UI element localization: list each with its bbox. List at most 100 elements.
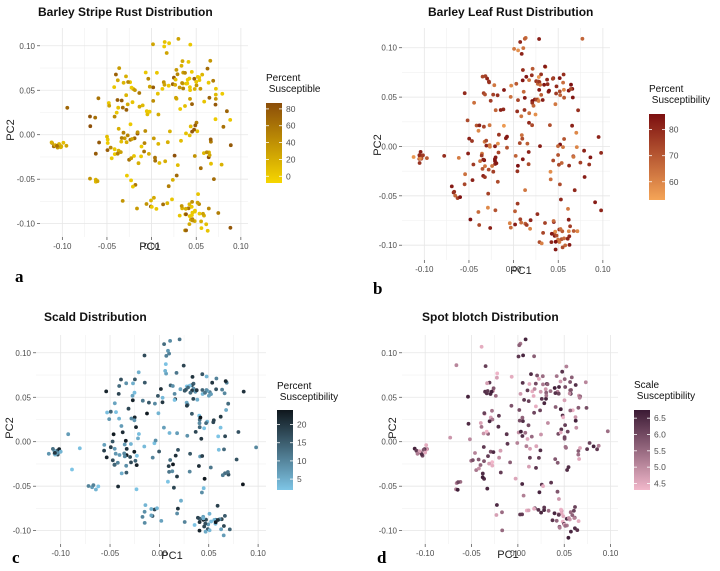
scatter-point bbox=[548, 389, 553, 393]
scatter-point bbox=[557, 385, 561, 389]
scatter-point bbox=[478, 421, 483, 425]
scatter-point bbox=[133, 377, 137, 382]
scatter-point bbox=[550, 76, 555, 81]
scatter-point bbox=[181, 363, 186, 368]
scatter-point bbox=[190, 218, 195, 223]
legend-tick-label: 10 bbox=[297, 456, 307, 466]
scatter-point bbox=[476, 457, 481, 462]
scatter-point bbox=[222, 391, 227, 396]
scatter-point bbox=[170, 469, 175, 474]
scatter-point bbox=[565, 468, 569, 472]
scatter-point bbox=[558, 182, 562, 187]
scatter-point bbox=[132, 154, 136, 158]
scatter-point bbox=[118, 150, 123, 155]
scatter-point bbox=[546, 421, 550, 425]
scatter-point bbox=[454, 363, 459, 368]
scatter-point bbox=[129, 85, 134, 90]
scatter-point bbox=[112, 446, 117, 451]
scatter-point bbox=[531, 394, 536, 398]
y-axis-title: PC2 bbox=[372, 134, 384, 155]
scatter-point bbox=[119, 471, 124, 476]
scatter-point bbox=[117, 453, 122, 457]
scatter-point bbox=[96, 96, 101, 101]
scatter-point bbox=[201, 211, 205, 216]
scatter-point bbox=[176, 448, 180, 452]
scatter-point bbox=[204, 388, 209, 392]
scatter-point bbox=[222, 524, 226, 528]
scatter-point bbox=[521, 89, 526, 94]
scatter-point bbox=[551, 158, 556, 163]
scatter-point bbox=[162, 40, 167, 44]
scatter-point bbox=[123, 438, 128, 443]
scatter-point bbox=[187, 222, 192, 227]
scatter-point bbox=[582, 175, 587, 179]
scatter-point bbox=[168, 129, 172, 134]
scatter-point bbox=[213, 92, 218, 97]
plot-area bbox=[402, 28, 610, 260]
scatter-point bbox=[523, 430, 528, 435]
scatter-point bbox=[482, 459, 486, 463]
scatter-point bbox=[65, 105, 70, 110]
scatter-point bbox=[200, 454, 205, 458]
scatter-point bbox=[559, 507, 563, 512]
scatter-point bbox=[51, 447, 55, 451]
scatter-point bbox=[534, 466, 538, 470]
scatter-point bbox=[142, 353, 147, 358]
scatter-point bbox=[107, 417, 112, 421]
scatter-point bbox=[115, 78, 120, 83]
scatter-point bbox=[115, 151, 120, 156]
scatter-point bbox=[192, 154, 197, 158]
scatter-point bbox=[505, 134, 509, 139]
scatter-point bbox=[555, 460, 560, 465]
scatter-point bbox=[140, 515, 145, 519]
scatter-point bbox=[491, 386, 496, 391]
scatter-point bbox=[565, 429, 570, 434]
scatter-point bbox=[124, 74, 128, 79]
scatter-point bbox=[491, 169, 496, 174]
legend-title-line2: Susceptibility bbox=[277, 392, 338, 403]
scatter-point bbox=[527, 78, 531, 82]
scatter-point bbox=[417, 161, 422, 165]
scatter-point bbox=[567, 391, 572, 396]
scatter-point bbox=[105, 141, 110, 145]
scatter-point bbox=[162, 342, 167, 346]
scatter-point bbox=[536, 99, 541, 103]
scatter-point bbox=[500, 510, 504, 515]
scatter-point bbox=[593, 200, 597, 205]
scatter-point bbox=[553, 391, 558, 395]
scatter-point bbox=[524, 223, 529, 227]
scatter-point bbox=[188, 42, 193, 47]
scatter-point bbox=[119, 136, 124, 140]
scatter-point bbox=[493, 155, 498, 160]
scatter-point bbox=[495, 93, 500, 98]
scatter-point bbox=[182, 520, 187, 524]
scatter-point bbox=[474, 123, 479, 128]
scatter-point bbox=[477, 466, 481, 471]
scatter-point bbox=[225, 109, 229, 114]
scatter-point bbox=[527, 111, 532, 116]
scatter-point bbox=[599, 208, 603, 213]
scatter-point bbox=[214, 387, 219, 392]
scatter-point bbox=[149, 205, 154, 209]
scatter-point bbox=[505, 441, 510, 446]
scatter-point bbox=[128, 455, 133, 459]
scatter-point bbox=[462, 182, 467, 187]
scatter-point bbox=[224, 408, 229, 412]
x-tick-label: 0.10 bbox=[250, 549, 266, 558]
scatter-point bbox=[559, 427, 564, 432]
scatter-point bbox=[496, 150, 501, 155]
x-tick-label: 0.05 bbox=[201, 549, 217, 558]
scatter-point bbox=[538, 408, 542, 413]
scatter-point bbox=[122, 451, 127, 456]
scatter-point bbox=[112, 114, 117, 119]
scatter-point bbox=[129, 416, 134, 421]
scatter-point bbox=[534, 444, 539, 449]
y-tick-label: 0.10 bbox=[381, 44, 397, 53]
y-tick-label: -0.10 bbox=[379, 241, 398, 250]
scatter-point bbox=[568, 380, 572, 384]
scatter-point bbox=[170, 178, 175, 182]
scatter-point bbox=[130, 100, 135, 105]
scatter-point bbox=[539, 72, 543, 77]
scatter-point bbox=[196, 192, 201, 197]
